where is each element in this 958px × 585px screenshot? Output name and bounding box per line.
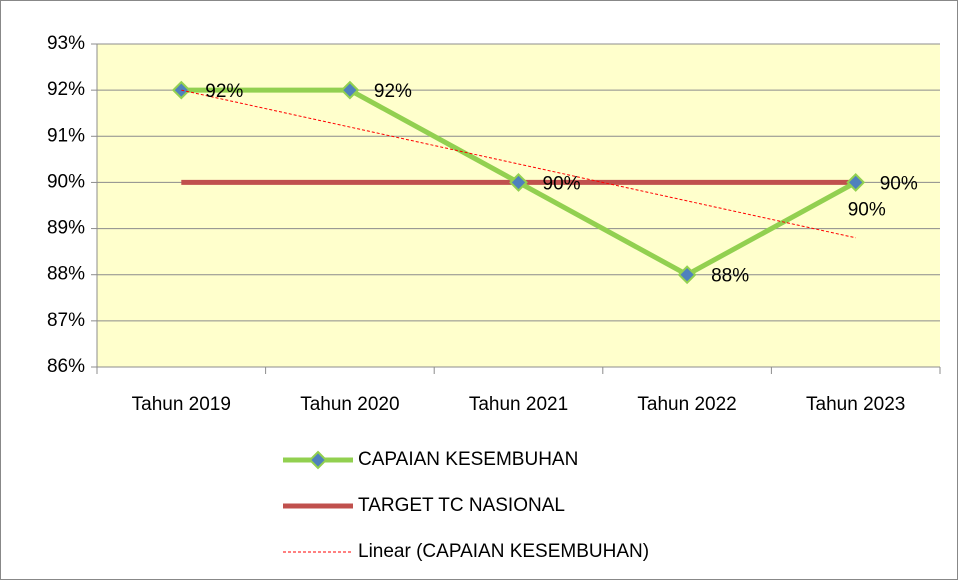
y-tick-label: 88% [47,264,85,285]
x-tick-label: Tahun 2023 [806,394,905,415]
y-tick-label: 90% [47,171,85,192]
marker [846,173,866,192]
x-tick-label: Tahun 2021 [469,394,568,415]
y-tick-label: 92% [47,79,85,100]
marker [509,173,528,192]
y-tick-label: 87% [47,310,85,331]
legend-label: CAPAIAN KESEMBUHAN [358,449,578,470]
data-label: 90% [880,173,918,194]
legend-label: Linear (CAPAIAN KESEMBUHAN) [358,541,649,562]
data-label: 90% [543,173,581,194]
y-tick-label: 93% [47,33,85,54]
marker [677,265,697,285]
data-label: 92% [374,81,412,102]
plot-area [97,44,940,367]
legend-marker [308,450,328,470]
y-tick-label: 89% [47,218,85,239]
x-tick-label: Tahun 2020 [300,394,399,415]
data-label: 92% [205,81,243,102]
legend-label: TARGET TC NASIONAL [358,495,565,516]
data-label: 88% [711,266,749,287]
marker [340,80,360,100]
y-tick-label: 86% [47,356,85,377]
x-tick-label: Tahun 2022 [637,394,736,415]
y-tick-label: 91% [47,125,85,146]
x-tick-label: Tahun 2019 [132,394,231,415]
data-label: 90% [848,199,886,220]
series-line [181,89,856,239]
